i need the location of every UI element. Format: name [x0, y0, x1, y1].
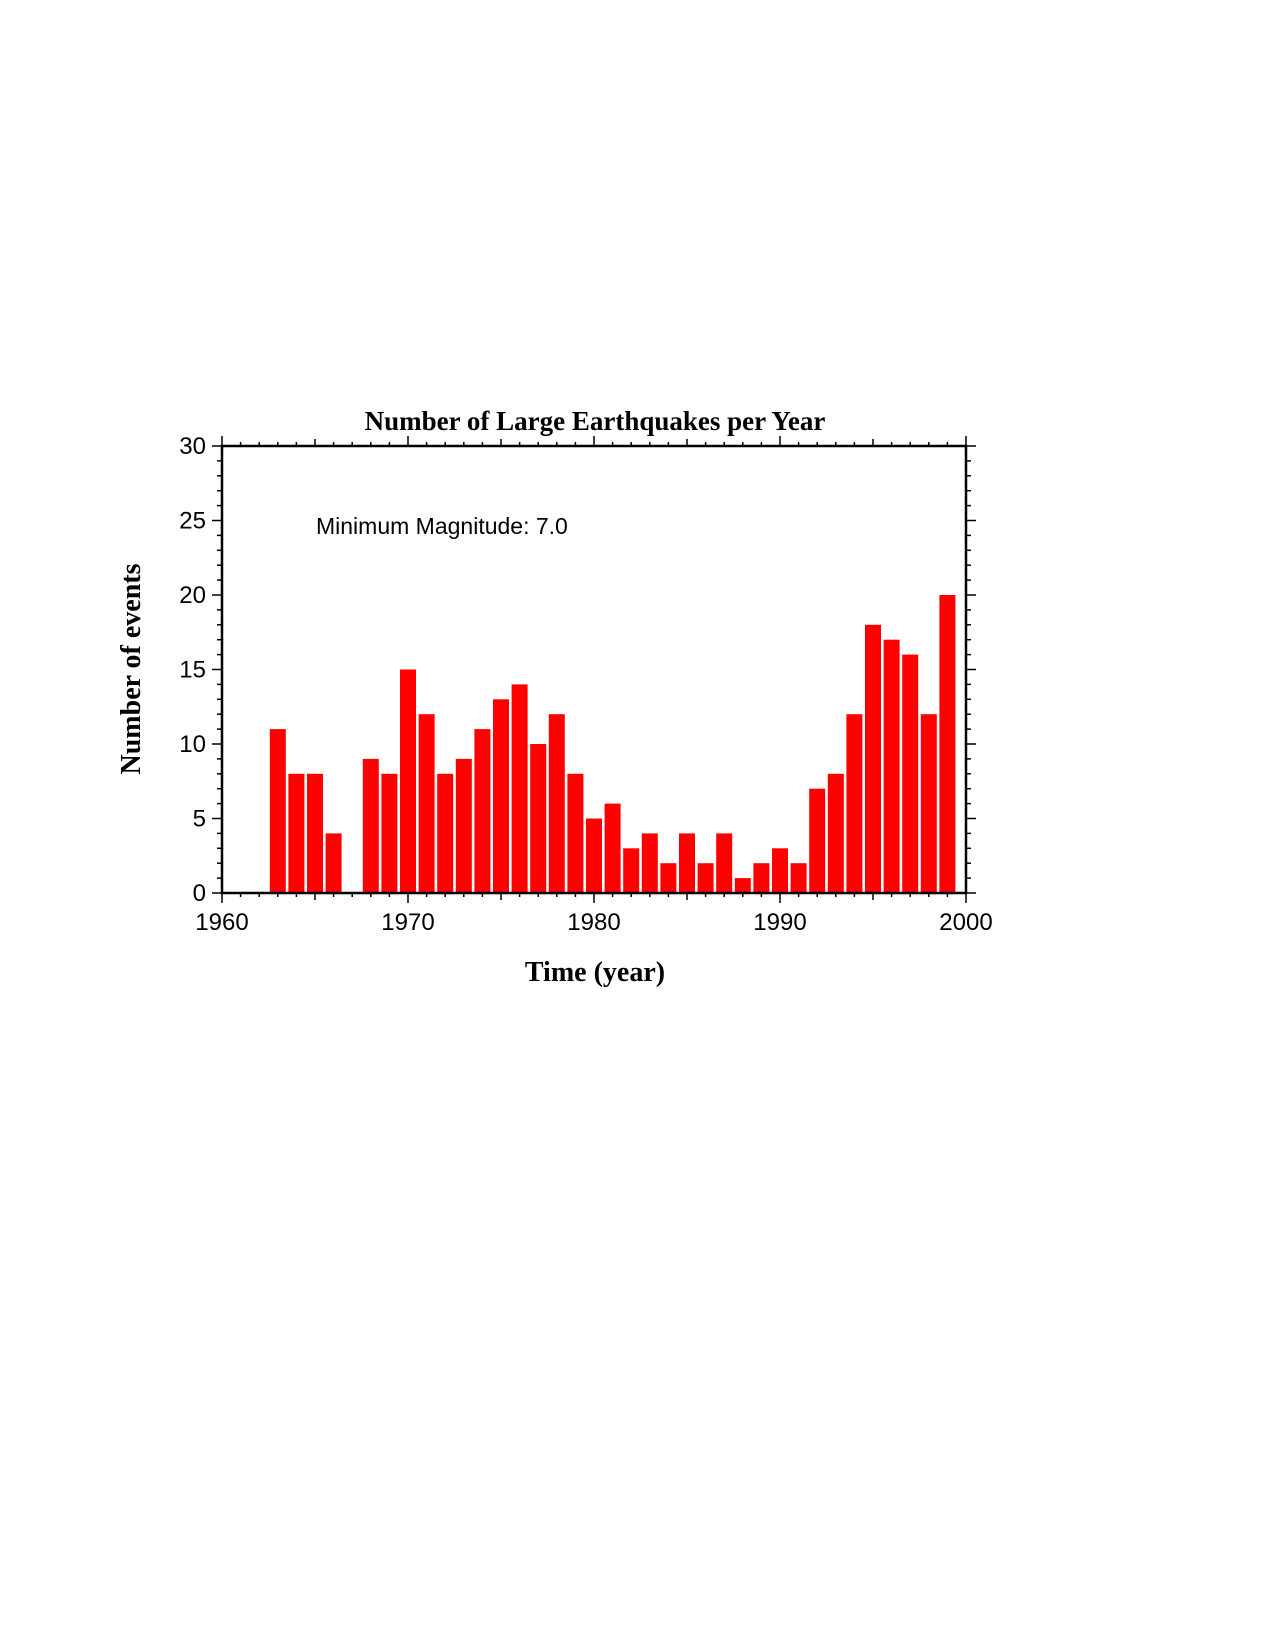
- x-tick-label: 1970: [381, 909, 434, 936]
- bar-1970: [400, 669, 416, 893]
- bar-1984: [660, 863, 677, 893]
- bar-1991: [790, 863, 807, 893]
- bar-1992: [809, 788, 826, 893]
- y-tick-label: 20: [179, 582, 206, 609]
- bar-1971: [418, 714, 435, 893]
- bar-1969: [381, 773, 398, 893]
- bar-1979: [567, 773, 584, 893]
- bar-1972: [437, 773, 454, 893]
- bar-1977: [530, 744, 547, 893]
- y-tick-label: 10: [179, 731, 206, 758]
- y-tick-label: 15: [179, 657, 206, 684]
- bar-1978: [548, 714, 565, 893]
- bar-1990: [772, 848, 788, 893]
- bar-1988: [734, 878, 751, 893]
- bar-1963: [269, 729, 286, 893]
- bar-1964: [288, 773, 305, 893]
- bar-1982: [623, 848, 640, 893]
- y-tick-label: 25: [179, 508, 206, 535]
- bars-group: [269, 595, 956, 893]
- bar-1980: [586, 818, 602, 893]
- x-tick-label: 1960: [195, 909, 248, 936]
- y-axis-label: Number of events: [116, 563, 147, 774]
- bar-1996: [883, 639, 900, 893]
- bar-1983: [641, 833, 658, 893]
- chart-title: Number of Large Earthquakes per Year: [365, 406, 826, 436]
- bar-1999: [939, 595, 956, 893]
- bar-1986: [697, 863, 714, 893]
- x-tick-label: 2000: [939, 909, 992, 936]
- x-tick-label: 1990: [753, 909, 806, 936]
- bar-1974: [474, 729, 491, 893]
- y-tick-label: 30: [179, 433, 206, 460]
- axis-ticks: [212, 436, 976, 903]
- bar-1985: [679, 833, 695, 893]
- bar-1973: [455, 758, 472, 893]
- bar-1997: [902, 654, 919, 893]
- bar-1981: [604, 803, 621, 893]
- x-tick-label: 1980: [567, 909, 620, 936]
- bar-1994: [846, 714, 863, 893]
- bar-1993: [827, 773, 844, 893]
- axis-tick-labels: 0 5 10 15 20 25 30 1960 1970 1980 1990 2000: [179, 433, 992, 936]
- bar-1995: [865, 624, 881, 893]
- y-tick-label: 0: [193, 880, 206, 907]
- bar-1968: [362, 758, 379, 893]
- x-axis-label: Time (year): [525, 957, 665, 988]
- bar-1987: [716, 833, 733, 893]
- bar-1989: [753, 863, 770, 893]
- y-tick-label: 5: [193, 806, 206, 833]
- bar-1976: [511, 684, 528, 893]
- annotation-min-magnitude: Minimum Magnitude: 7.0: [316, 513, 568, 539]
- bar-1975: [493, 699, 509, 893]
- bar-1966: [325, 833, 342, 893]
- bar-1965: [307, 773, 323, 893]
- bar-1998: [920, 714, 937, 893]
